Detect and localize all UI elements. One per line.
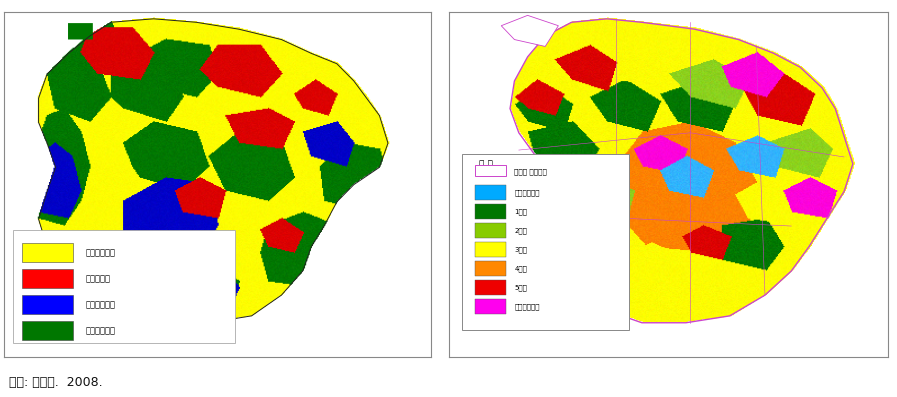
Text: 5등급: 5등급 xyxy=(515,284,527,291)
Bar xyxy=(22,243,73,262)
Text: 개발가능지역: 개발가능지역 xyxy=(85,248,116,257)
Bar xyxy=(475,223,506,238)
Polygon shape xyxy=(501,15,558,46)
Bar xyxy=(475,165,506,176)
Bar xyxy=(22,321,73,340)
Text: 개발억제지역: 개발억제지역 xyxy=(85,326,116,335)
Bar xyxy=(475,242,506,257)
Text: 1등급: 1등급 xyxy=(515,208,527,215)
Bar xyxy=(475,299,506,314)
Bar xyxy=(462,154,629,330)
Text: 도시발전지역: 도시발전지역 xyxy=(515,189,540,196)
Text: 출처: 당진군.  2008.: 출처: 당진군. 2008. xyxy=(9,376,102,389)
Text: 2등급: 2등급 xyxy=(515,227,527,234)
Bar xyxy=(13,229,235,343)
Bar xyxy=(475,260,506,276)
Text: 3등급: 3등급 xyxy=(515,246,527,252)
Bar xyxy=(475,185,506,200)
Text: 등급: 등급 xyxy=(479,188,489,197)
Bar xyxy=(22,269,73,288)
Text: 기개발지역: 기개발지역 xyxy=(85,274,110,283)
Bar xyxy=(475,204,506,219)
Text: 4등급: 4등급 xyxy=(515,265,527,272)
Text: 개발불능지역: 개발불능지역 xyxy=(85,300,116,309)
Bar xyxy=(475,279,506,295)
Bar xyxy=(22,295,73,314)
Text: 우선개발지역: 우선개발지역 xyxy=(515,303,540,310)
Text: 당진군 행정경계: 당진군 행정경계 xyxy=(515,168,547,175)
Text: 범 례: 범 례 xyxy=(479,160,493,170)
